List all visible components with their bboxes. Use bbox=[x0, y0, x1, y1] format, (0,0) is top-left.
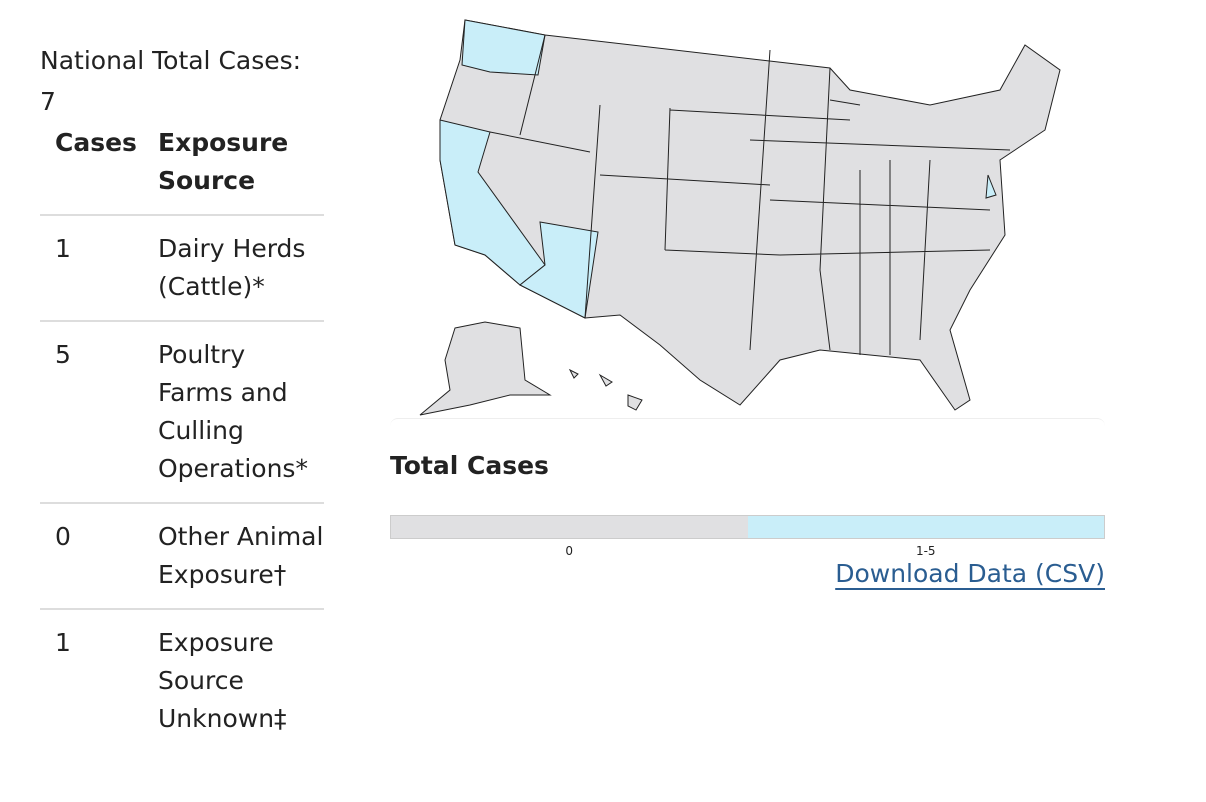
legend: Total Cases 0 1-5 Download Data (CSV) bbox=[390, 418, 1105, 609]
header-cell: Exposure Source bbox=[158, 128, 289, 195]
cases-table: Cases Exposure Source 1 Dairy Herds (Catt… bbox=[40, 124, 324, 752]
table-row: 0 Other Animal Exposure† bbox=[40, 502, 324, 609]
map-borders bbox=[489, 34, 1011, 355]
us-map bbox=[419, 19, 1061, 416]
legend-label: 0 bbox=[565, 544, 574, 558]
legend-bar: 0 1-5 bbox=[390, 515, 1105, 558]
map-alaska bbox=[419, 321, 552, 416]
summary: National Total Cases: 7 Cases Exposure S… bbox=[40, 40, 325, 752]
map-state bbox=[461, 19, 546, 76]
legend-title: Total Cases bbox=[390, 451, 549, 480]
legend-swatch: 1-5 bbox=[747, 516, 1104, 558]
exposure-source: Poultry Farms and Culling Operations* bbox=[143, 320, 324, 503]
total-value: 7 bbox=[40, 87, 56, 116]
map-hawaii bbox=[568, 368, 643, 411]
map-state bbox=[985, 174, 997, 199]
case-count: 1 bbox=[40, 214, 143, 321]
download-link[interactable]: Download Data (CSV) bbox=[835, 559, 1105, 588]
total-label: National Total Cases: bbox=[40, 46, 302, 75]
map-lower48 bbox=[439, 19, 1061, 411]
case-count: 1 bbox=[40, 608, 143, 752]
table-row: 5 Poultry Farms and Culling Operations* bbox=[40, 320, 324, 503]
map-state bbox=[519, 221, 599, 319]
header-cell: Cases bbox=[55, 128, 137, 157]
legend-swatch: 0 bbox=[391, 516, 748, 558]
exposure-source: Dairy Herds (Cattle)* bbox=[143, 214, 324, 321]
case-count: 5 bbox=[40, 320, 143, 503]
exposure-source: Exposure Source Unknown‡ bbox=[143, 608, 324, 752]
legend-label: 1-5 bbox=[915, 544, 936, 558]
table-row: 1 Dairy Herds (Cattle)* bbox=[40, 214, 324, 321]
exposure-source: Other Animal Exposure† bbox=[143, 502, 324, 609]
case-count: 0 bbox=[40, 502, 143, 609]
table-row: 1 Exposure Source Unknown‡ bbox=[40, 608, 324, 752]
